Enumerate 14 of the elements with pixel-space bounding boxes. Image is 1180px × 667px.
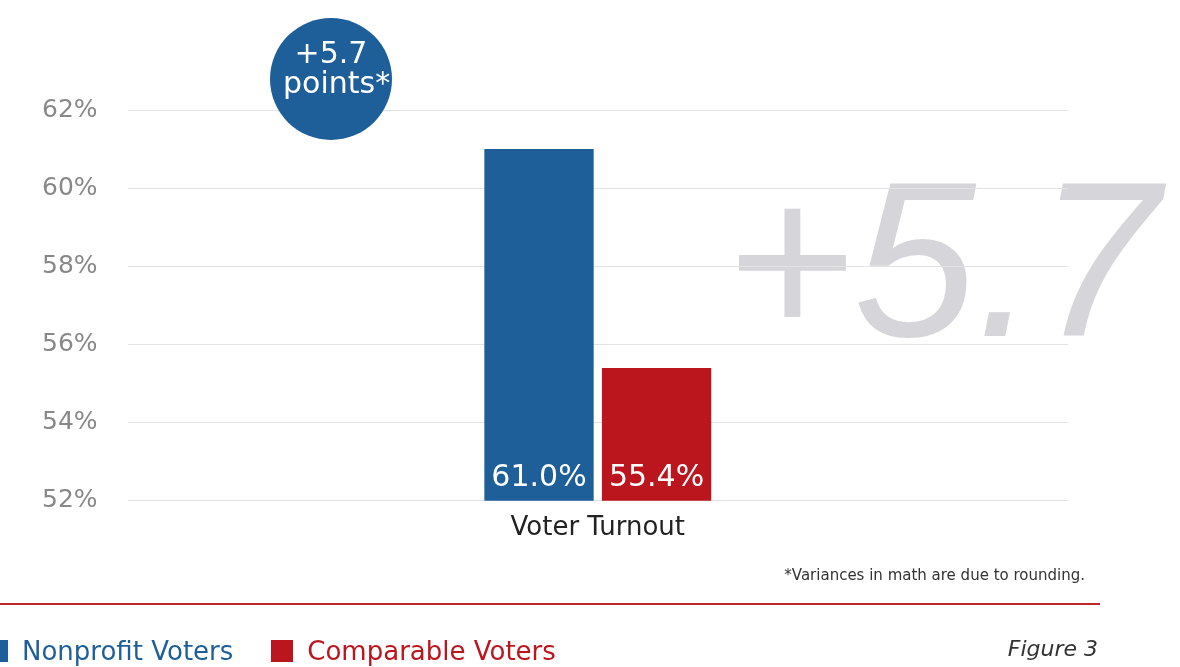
text: *Variances in math are due to rounding. (784, 566, 1085, 584)
y-tick-label: 52% (41, 484, 98, 514)
legend-label: Comparable Voters (306, 636, 556, 666)
data-label: 61.0% (491, 457, 587, 493)
y-tick-label: 62% (41, 93, 98, 123)
legend-label: Nonprofit Voters (21, 636, 234, 666)
y-tick-label: 56% (41, 327, 98, 357)
text: +5.7 points* (283, 35, 391, 100)
data-label: 55.4% (608, 457, 705, 493)
y-tick-label: 54% (41, 406, 98, 436)
x-tick-label: Voter Turnout (510, 511, 686, 542)
caption: Figure 3 (1007, 636, 1098, 661)
y-tick-label: 60% (41, 171, 98, 201)
y-tick-label: 58% (41, 249, 98, 279)
